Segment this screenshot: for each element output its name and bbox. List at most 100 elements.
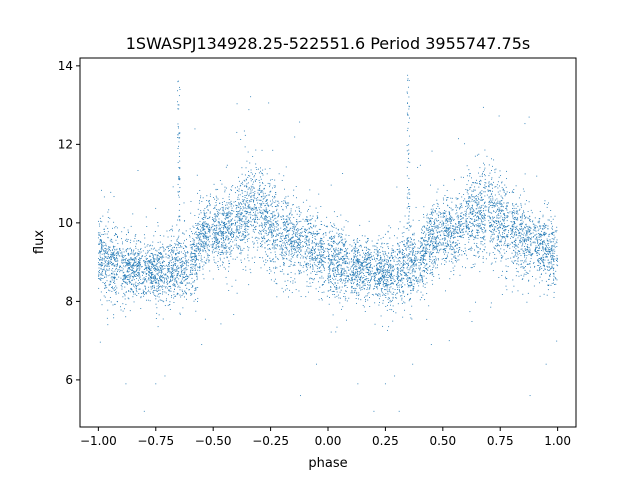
data-point — [453, 269, 455, 271]
data-point — [491, 223, 492, 225]
data-point — [541, 273, 542, 275]
data-point — [114, 282, 116, 284]
data-point — [319, 229, 321, 231]
data-point — [391, 248, 393, 250]
data-point — [409, 226, 411, 228]
data-point — [294, 233, 296, 235]
data-point — [405, 275, 407, 277]
data-point — [535, 225, 537, 227]
data-point — [117, 243, 119, 245]
data-point — [239, 239, 241, 241]
data-point — [369, 266, 371, 268]
data-point — [236, 205, 238, 207]
data-point — [126, 264, 128, 266]
data-point — [140, 248, 142, 250]
data-point — [326, 295, 328, 297]
data-point — [440, 248, 442, 250]
data-point — [180, 271, 182, 273]
data-point — [175, 253, 177, 255]
data-point — [334, 224, 336, 226]
data-point — [408, 248, 410, 250]
data-point — [387, 246, 389, 248]
data-point — [493, 227, 495, 229]
data-point — [358, 262, 359, 264]
data-point — [185, 259, 187, 261]
data-point — [391, 277, 393, 279]
data-point — [169, 280, 170, 282]
data-point — [131, 259, 133, 261]
data-point — [498, 202, 500, 204]
data-point — [129, 262, 131, 263]
data-point — [161, 255, 163, 257]
data-point — [550, 284, 552, 286]
data-point — [343, 280, 345, 282]
data-point — [407, 286, 409, 288]
data-point — [97, 232, 99, 234]
data-point — [199, 266, 201, 268]
data-point — [551, 282, 553, 284]
data-point — [374, 277, 376, 279]
data-point — [129, 277, 131, 279]
data-point — [480, 241, 482, 243]
data-point — [124, 255, 126, 257]
data-point — [420, 291, 422, 293]
data-point — [214, 232, 216, 234]
data-point — [471, 321, 473, 322]
data-point — [111, 264, 113, 266]
data-point — [410, 241, 412, 243]
data-point — [234, 239, 236, 241]
data-point — [259, 189, 261, 191]
data-point — [387, 279, 389, 281]
data-point — [182, 307, 184, 309]
data-point — [168, 285, 170, 287]
data-point — [530, 232, 532, 234]
data-point — [493, 201, 495, 203]
data-point — [527, 244, 529, 246]
data-point — [292, 223, 294, 225]
data-point — [228, 210, 230, 212]
data-point — [255, 211, 257, 213]
data-point — [318, 261, 320, 262]
data-point — [432, 230, 434, 232]
data-point — [236, 225, 238, 227]
data-point — [112, 268, 114, 269]
data-point — [389, 283, 391, 285]
data-point — [379, 282, 381, 284]
data-point — [109, 261, 111, 262]
data-point — [159, 276, 161, 278]
data-point — [354, 246, 356, 247]
data-point — [265, 202, 267, 204]
data-point — [519, 208, 521, 210]
data-point — [329, 274, 331, 276]
data-point — [353, 252, 355, 254]
data-point — [360, 278, 362, 280]
data-point — [279, 265, 281, 267]
data-point — [287, 240, 289, 242]
data-point — [489, 225, 491, 227]
data-point — [520, 223, 522, 225]
data-point — [257, 189, 259, 191]
data-point — [515, 248, 517, 250]
data-point — [154, 280, 156, 282]
data-point — [403, 250, 405, 251]
data-point — [274, 226, 276, 228]
data-point — [366, 258, 368, 260]
data-point — [323, 254, 325, 256]
data-point — [527, 247, 529, 249]
data-point — [525, 248, 527, 250]
data-point — [110, 259, 112, 261]
data-point — [447, 218, 449, 220]
data-point — [368, 257, 370, 259]
data-point — [115, 257, 117, 259]
data-point — [231, 209, 233, 211]
data-point — [451, 258, 453, 260]
data-point — [481, 212, 482, 214]
data-point — [426, 217, 428, 219]
data-point — [477, 251, 479, 253]
data-point — [463, 251, 465, 252]
data-point — [267, 234, 269, 236]
data-point — [457, 215, 459, 217]
data-point — [483, 217, 485, 219]
data-point — [157, 267, 159, 269]
data-point — [354, 250, 356, 252]
